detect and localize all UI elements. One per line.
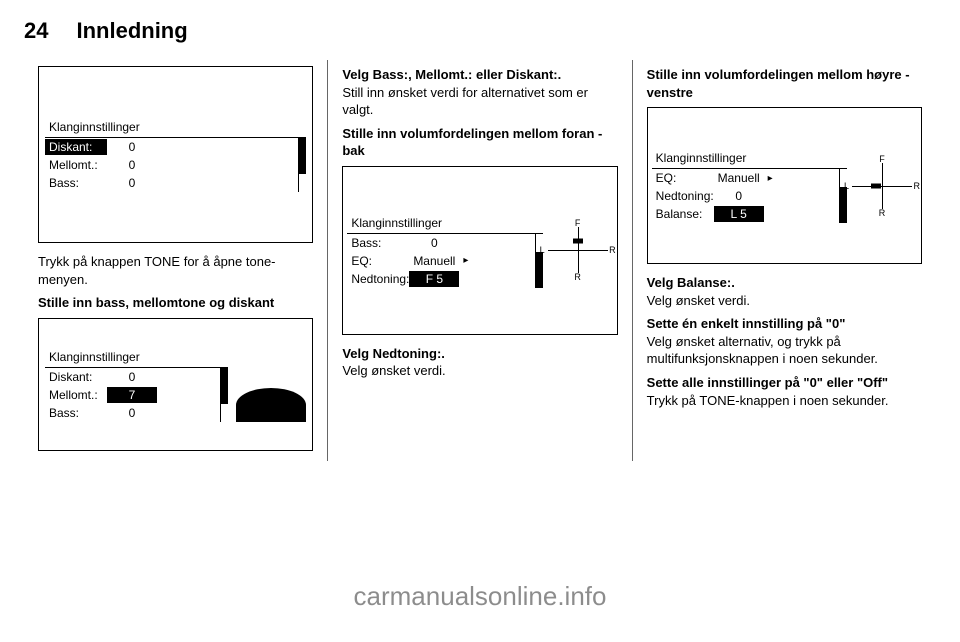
lcd-table: Bass: 0 EQ: Manuell ▸ Nedtoning: F 5 — [347, 234, 534, 288]
cross-label-r: R — [879, 207, 886, 219]
lcd-title: Klanginnstillinger — [45, 347, 228, 368]
content-columns: Klanginnstillinger Diskant: 0 Mellomt.: … — [0, 52, 960, 461]
text-bold: Velg Bass:, Mellomt.: eller Diskant:. — [342, 67, 561, 82]
text: Velg ønsket verdi. — [647, 293, 750, 308]
lcd-row: Diskant: 0 — [45, 368, 220, 386]
lcd-row-value: L 5 — [714, 206, 764, 222]
cross-label-f: F — [879, 153, 885, 165]
lcd-scroll-thumb — [221, 368, 228, 404]
lcd-screenshot-4: Klanginnstillinger EQ: Manuell ▸ Nedtoni… — [647, 107, 922, 264]
chevron-right-icon: ▸ — [459, 254, 468, 268]
lcd-table: Diskant: 0 Mellomt.: 7 Bass: 0 — [45, 368, 220, 422]
lcd-screenshot-2: Klanginnstillinger Diskant: 0 Mellomt.: … — [38, 318, 313, 451]
lcd-row: Diskant: 0 — [45, 138, 298, 156]
lcd-row-value: 0 — [409, 235, 459, 251]
cross-label-f: F — [575, 217, 581, 229]
lcd-scrollbar — [220, 368, 228, 422]
lcd-row: EQ: Manuell ▸ — [347, 252, 534, 270]
section-title: Innledning — [76, 18, 187, 44]
lcd-row-label: Bass: — [45, 175, 107, 191]
column-1: Klanginnstillinger Diskant: 0 Mellomt.: … — [24, 60, 327, 461]
lcd-row: Mellomt.: 0 — [45, 156, 298, 174]
paragraph: Velg Nedtoning:. Velg ønsket verdi. — [342, 345, 617, 380]
tone-curve-icon — [236, 388, 306, 422]
lcd-scrollbar — [839, 169, 847, 223]
lcd-row-value: 0 — [107, 139, 157, 155]
text: Velg ønsket verdi. — [342, 363, 445, 378]
lcd-title: Klanginnstillinger — [45, 117, 306, 138]
lcd-row-label: Nedtoning: — [347, 271, 409, 287]
paragraph: Sette én enkelt innstilling på "0" Velg … — [647, 315, 922, 368]
lcd-scroll-thumb — [536, 252, 543, 288]
lcd-scroll-thumb — [840, 187, 847, 223]
lcd-scrollbar — [298, 138, 306, 192]
lcd-screenshot-1: Klanginnstillinger Diskant: 0 Mellomt.: … — [38, 66, 313, 243]
paragraph: Trykk på knappen TONE for å åpne tone-me… — [38, 253, 313, 288]
subheading: Sette alle innstillinger på "0" eller "O… — [647, 375, 888, 390]
lcd-row-label: Bass: — [347, 235, 409, 251]
lcd-row-label: Diskant: — [45, 139, 107, 155]
paragraph: Velg Bass:, Mellomt.: eller Diskant:. St… — [342, 66, 617, 119]
subheading: Sette én enkelt innstilling på "0" — [647, 316, 846, 331]
lcd-row-value: 0 — [107, 369, 157, 385]
text-bold: Velg Balanse:. — [647, 275, 735, 290]
fader-cross-diagram: F R L R — [543, 213, 613, 288]
lcd-scrollbar — [535, 234, 543, 288]
subheading: Stille inn volumfordelingen mellom foran… — [342, 125, 617, 160]
lcd-row-label: Mellomt.: — [45, 157, 107, 173]
cross-label-l: L — [844, 180, 849, 192]
balance-cross-diagram: F R L R — [847, 148, 917, 223]
lcd-table: Diskant: 0 Mellomt.: 0 Bass: 0 — [45, 138, 298, 192]
lcd-row-label: EQ: — [652, 170, 714, 186]
lcd-row-label: EQ: — [347, 253, 409, 269]
lcd-row-value: 7 — [107, 387, 157, 403]
page-header: 24 Innledning — [0, 0, 960, 52]
cross-label-r: R — [574, 271, 581, 283]
lcd-row: Nedtoning: 0 — [652, 187, 839, 205]
lcd-row-label: Bass: — [45, 405, 107, 421]
lcd-row-value: 0 — [107, 175, 157, 191]
column-3: Stille inn volumfordelingen mellom høyre… — [632, 60, 936, 461]
lcd-row: Nedtoning: F 5 — [347, 270, 534, 288]
lcd-row-label: Nedtoning: — [652, 188, 714, 204]
chevron-right-icon: ▸ — [764, 172, 773, 186]
paragraph: Velg Balanse:. Velg ønsket verdi. — [647, 274, 922, 309]
lcd-row-label: Balanse: — [652, 206, 714, 222]
lcd-row-value: Manuell — [714, 170, 764, 186]
cross-label-l: L — [540, 244, 545, 256]
lcd-row-label: Diskant: — [45, 369, 107, 385]
lcd-title: Klanginnstillinger — [652, 148, 847, 169]
text: Velg ønsket alternativ, og trykk på mult… — [647, 334, 878, 367]
lcd-row: EQ: Manuell ▸ — [652, 169, 839, 187]
lcd-row: Bass: 0 — [45, 404, 220, 422]
lcd-scroll-thumb — [299, 138, 306, 174]
lcd-row: Bass: 0 — [347, 234, 534, 252]
lcd-row-value: 0 — [107, 157, 157, 173]
subheading: Stille inn volumfordelingen mellom høyre… — [647, 66, 922, 101]
lcd-table: EQ: Manuell ▸ Nedtoning: 0 Balanse: L 5 — [652, 169, 839, 223]
lcd-row: Bass: 0 — [45, 174, 298, 192]
paragraph: Sette alle innstillinger på "0" eller "O… — [647, 374, 922, 409]
watermark: carmanualsonline.info — [354, 581, 607, 612]
page-number: 24 — [24, 18, 48, 44]
cross-label-r2: R — [609, 244, 616, 256]
text: Trykk på TONE-knappen i noen sekunder. — [647, 393, 889, 408]
lcd-screenshot-3: Klanginnstillinger Bass: 0 EQ: Manuell ▸ — [342, 166, 617, 335]
lcd-row-value: Manuell — [409, 253, 459, 269]
column-2: Velg Bass:, Mellomt.: eller Diskant:. St… — [327, 60, 631, 461]
text-bold: Velg Nedtoning:. — [342, 346, 445, 361]
lcd-row: Mellomt.: 7 — [45, 386, 220, 404]
lcd-row-value: F 5 — [409, 271, 459, 287]
lcd-row-value: 0 — [714, 188, 764, 204]
lcd-row: Balanse: L 5 — [652, 205, 839, 223]
lcd-row-label: Mellomt.: — [45, 387, 107, 403]
lcd-title: Klanginnstillinger — [347, 213, 542, 234]
lcd-row-value: 0 — [107, 405, 157, 421]
text: Still inn ønsket verdi for alternativet … — [342, 85, 588, 118]
subheading: Stille inn bass, mellomtone og diskant — [38, 294, 313, 312]
cross-label-r2: R — [913, 180, 920, 192]
